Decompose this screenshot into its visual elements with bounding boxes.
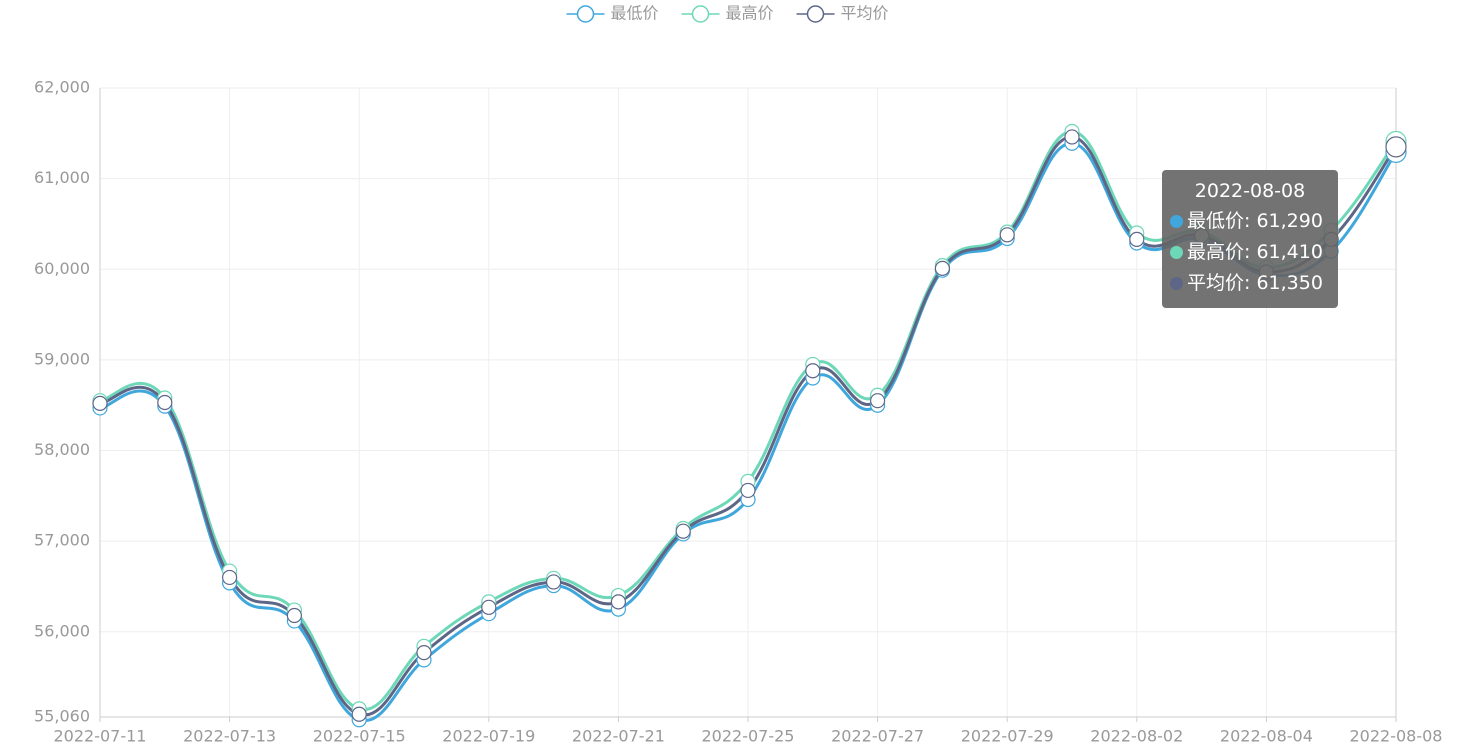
x-tick-label: 2022-07-27 [831,727,924,746]
y-tick-label: 61,000 [34,168,90,187]
x-tick-label: 2022-08-04 [1220,727,1313,746]
x-tick-label: 2022-08-02 [1090,727,1183,746]
point [92,395,108,412]
point [610,594,627,610]
legend-marker [691,5,710,23]
tooltip-value: 61,410 [1256,241,1323,263]
x-tick-label: 2022-07-21 [572,727,665,746]
tooltip: 2022-08-08 最低价61,290最高价61,410平均价61,350 [1162,170,1338,308]
tooltip-series: 最高价 [1187,241,1256,263]
y-tick-label: 60,000 [34,259,90,278]
tooltip-value: 61,290 [1256,210,1323,232]
point [416,645,432,661]
tooltip-row: 最高价61,410 [1170,237,1330,268]
point [805,363,821,379]
legend-marker [576,5,595,23]
tooltip-series: 平均价 [1187,272,1256,294]
tooltip-row: 最低价61,290 [1170,206,1330,237]
tooltip-dot [1170,246,1183,259]
point [1064,129,1080,145]
tooltip-value: 61,350 [1256,272,1323,294]
tooltip-series: 最低价 [1187,210,1256,232]
legend-label: 最高价 [726,4,774,23]
y-tick-label: 56,000 [34,621,90,640]
legend-label: 平均价 [841,4,889,23]
point [286,607,302,624]
y-tick-label: 58,000 [34,440,90,459]
x-tick-label: 2022-07-19 [442,727,535,746]
point [1129,231,1145,247]
point [740,482,756,499]
legend-label: 最低价 [611,4,659,23]
point [675,523,691,539]
x-tick-label: 2022-07-29 [961,727,1054,746]
point [999,227,1015,243]
y-tick-label: 62,000 [34,78,90,97]
point [157,394,173,411]
y-tick-label: 59,000 [34,349,90,368]
x-tick-label: 2022-07-15 [313,727,406,746]
y-tick-label: 55,060 [34,707,90,726]
point [1385,136,1407,158]
tooltip-dot [1170,215,1183,228]
point [869,393,886,409]
point [934,260,951,276]
legend-marker [806,5,825,23]
x-tick-label: 2022-08-08 [1350,727,1443,746]
tooltip-dot [1170,277,1183,290]
x-tick-label: 2022-07-11 [54,727,147,746]
point [351,706,367,722]
x-tick-label: 2022-07-25 [702,727,795,746]
point [222,569,238,586]
point [481,599,497,615]
x-tick-label: 2022-07-13 [183,727,276,746]
point [545,574,562,590]
tooltip-title: 2022-08-08 [1194,180,1306,202]
tooltip-row: 平均价61,350 [1170,268,1330,299]
y-tick-label: 57,000 [34,531,90,550]
